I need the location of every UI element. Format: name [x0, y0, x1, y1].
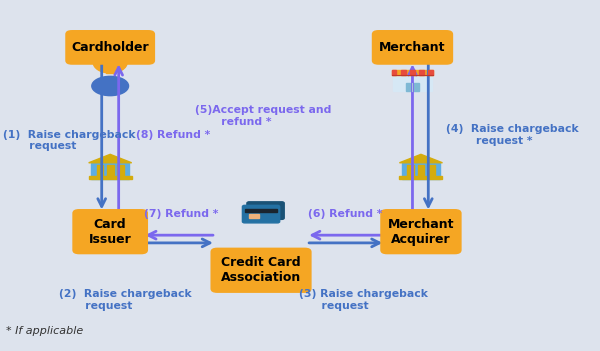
- FancyBboxPatch shape: [117, 165, 124, 177]
- FancyBboxPatch shape: [400, 176, 442, 179]
- Text: (1)  Raise chargeback
       request: (1) Raise chargeback request: [3, 130, 136, 151]
- FancyBboxPatch shape: [245, 209, 277, 212]
- FancyBboxPatch shape: [392, 70, 433, 75]
- Text: (6) Refund *: (6) Refund *: [308, 209, 382, 219]
- FancyBboxPatch shape: [248, 214, 259, 218]
- FancyBboxPatch shape: [402, 163, 440, 179]
- Text: * If applicable: * If applicable: [5, 326, 83, 336]
- FancyBboxPatch shape: [242, 205, 280, 223]
- Polygon shape: [89, 154, 131, 163]
- FancyBboxPatch shape: [211, 248, 311, 293]
- Circle shape: [93, 52, 127, 73]
- FancyBboxPatch shape: [106, 67, 114, 73]
- Ellipse shape: [92, 77, 128, 95]
- FancyBboxPatch shape: [65, 30, 155, 65]
- Text: Merchant
Acquirer: Merchant Acquirer: [388, 218, 454, 246]
- Text: Card
Issuer: Card Issuer: [89, 218, 131, 246]
- Text: (3) Raise chargeback
      request: (3) Raise chargeback request: [299, 289, 428, 311]
- FancyBboxPatch shape: [380, 209, 461, 254]
- FancyBboxPatch shape: [419, 70, 424, 75]
- Text: (7) Refund *: (7) Refund *: [144, 209, 218, 219]
- FancyBboxPatch shape: [247, 202, 284, 219]
- FancyBboxPatch shape: [97, 165, 103, 177]
- Text: (4)  Raise chargeback
        request *: (4) Raise chargeback request *: [446, 124, 579, 146]
- Text: Merchant: Merchant: [379, 41, 446, 54]
- FancyBboxPatch shape: [401, 70, 406, 75]
- FancyBboxPatch shape: [392, 70, 397, 75]
- Circle shape: [113, 60, 116, 62]
- Polygon shape: [400, 154, 442, 163]
- FancyBboxPatch shape: [392, 75, 432, 91]
- FancyBboxPatch shape: [410, 70, 415, 75]
- Text: (8) Refund *: (8) Refund *: [136, 130, 210, 140]
- Text: Credit Card
Association: Credit Card Association: [221, 256, 301, 284]
- FancyBboxPatch shape: [372, 30, 453, 65]
- Circle shape: [104, 60, 107, 62]
- FancyBboxPatch shape: [407, 165, 414, 177]
- FancyBboxPatch shape: [89, 176, 131, 179]
- FancyBboxPatch shape: [107, 165, 113, 177]
- FancyBboxPatch shape: [428, 70, 433, 75]
- Text: (2)  Raise chargeback
       request: (2) Raise chargeback request: [59, 289, 192, 311]
- FancyBboxPatch shape: [406, 82, 419, 91]
- FancyBboxPatch shape: [91, 163, 130, 179]
- FancyBboxPatch shape: [428, 165, 434, 177]
- Text: (5)Accept request and
       refund *: (5)Accept request and refund *: [195, 105, 331, 127]
- Text: Cardholder: Cardholder: [71, 41, 149, 54]
- FancyBboxPatch shape: [418, 165, 424, 177]
- FancyBboxPatch shape: [73, 209, 148, 254]
- Wedge shape: [94, 52, 126, 62]
